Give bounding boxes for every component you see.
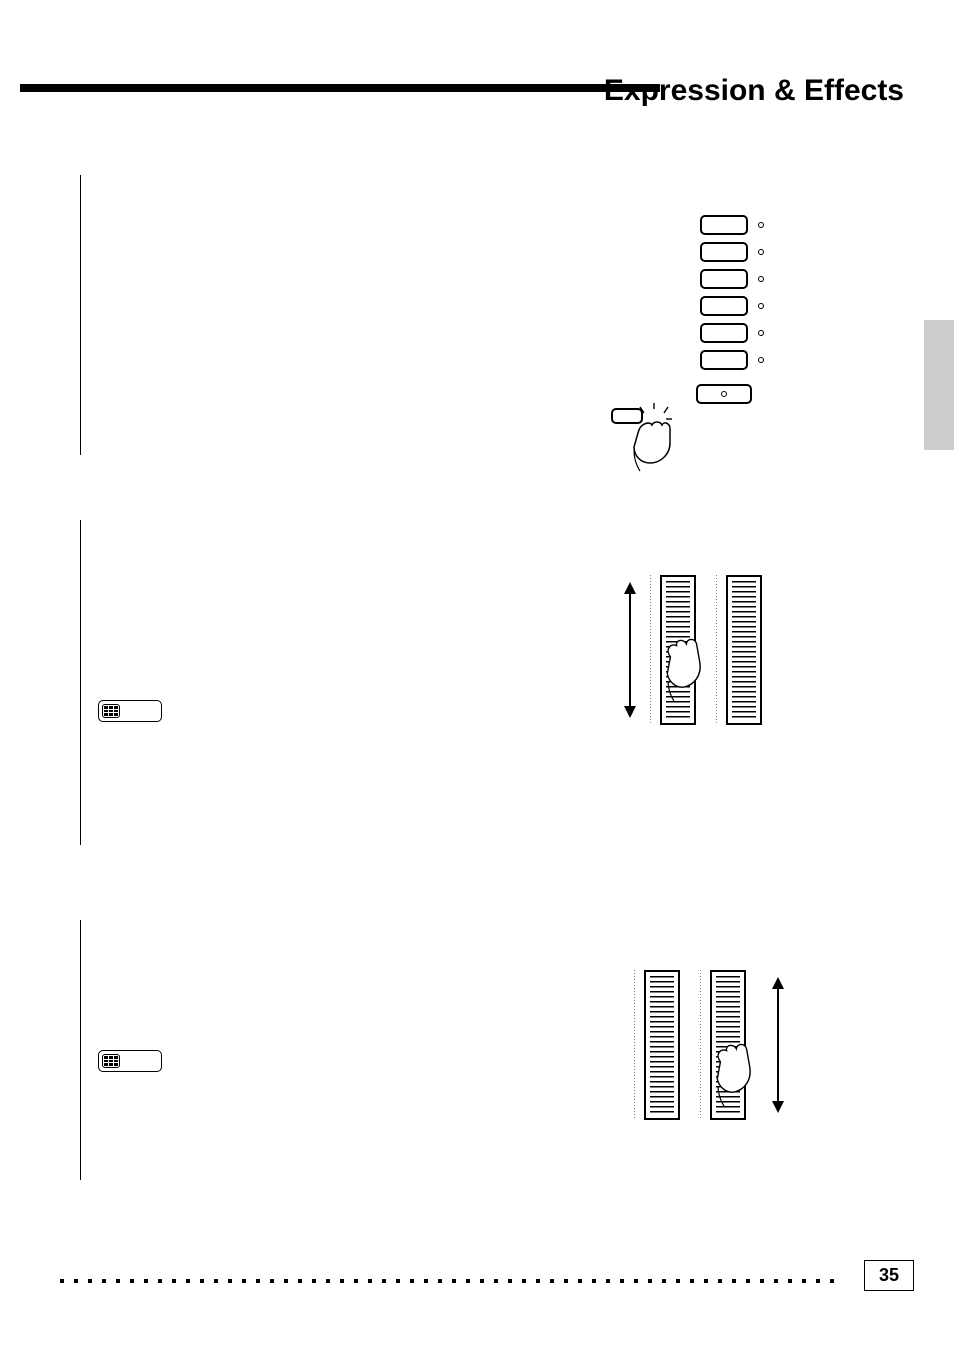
page-title: Expression & Effects [604, 74, 904, 108]
section-tab [924, 320, 954, 450]
led-indicator [758, 276, 764, 282]
slider-scale [646, 575, 656, 725]
panel-button [700, 350, 748, 370]
led-indicator [758, 249, 764, 255]
slider-track [644, 970, 680, 1120]
led-indicator [758, 222, 764, 228]
panel-button [700, 296, 748, 316]
panel-button [700, 215, 748, 235]
panel-button [700, 242, 748, 262]
slider-track [710, 970, 746, 1120]
header-rule [20, 84, 660, 92]
slider-scale [712, 575, 722, 725]
slider-panel-1-diagram [620, 575, 820, 740]
up-down-arrow-icon [620, 580, 640, 720]
led-indicator [758, 330, 764, 336]
margin-rule [80, 520, 81, 845]
panel-button-wide [696, 384, 752, 404]
page-number: 35 [864, 1260, 914, 1291]
hand-press-icon [610, 403, 700, 473]
up-down-arrow-icon [768, 975, 788, 1115]
display-reference-icon [98, 1050, 162, 1072]
slider-scale [696, 970, 706, 1120]
led-indicator [758, 357, 764, 363]
display-reference-icon [98, 700, 162, 722]
slider-track [726, 575, 762, 725]
slider-panel-2-diagram [620, 970, 820, 1135]
panel-button [700, 269, 748, 289]
panel-button [700, 323, 748, 343]
slider-track [660, 575, 696, 725]
led-indicator [758, 303, 764, 309]
margin-rule [80, 920, 81, 1180]
margin-rule [80, 175, 81, 455]
led-indicator [721, 391, 727, 397]
button-panel-diagram [650, 215, 830, 475]
slider-scale [630, 970, 640, 1120]
footer-dots [60, 1279, 844, 1283]
